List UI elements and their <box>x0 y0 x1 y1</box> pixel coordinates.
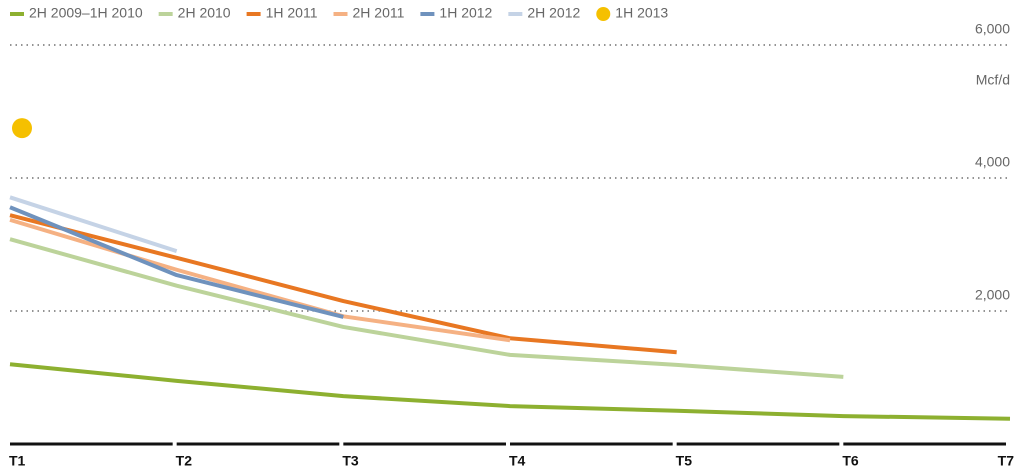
series-line <box>9 195 178 254</box>
legend-label: 2H 2010 <box>178 5 231 21</box>
y-tick-label: 2,000 <box>975 287 1010 303</box>
y-tick-label: 6,000 <box>975 21 1010 37</box>
legend-label: 1H 2012 <box>439 5 492 21</box>
x-tick-label: T4 <box>509 453 526 469</box>
legend-label: 2H 2009–1H 2010 <box>29 5 143 21</box>
x-tick-label: T6 <box>842 453 859 469</box>
x-tick-label: T1 <box>9 453 26 469</box>
series-line <box>9 217 511 343</box>
point <box>12 118 32 139</box>
x-tick-label: T5 <box>676 453 693 469</box>
y-axis-label: Mcf/d <box>976 72 1010 88</box>
x-tick-label: T7 <box>998 453 1015 469</box>
legend-label: 1H 2011 <box>266 5 318 21</box>
legend-label: 1H 2013 <box>615 5 668 21</box>
legend-label: 2H 2011 <box>353 5 405 21</box>
x-tick-label: T2 <box>176 453 193 469</box>
series-line <box>9 237 844 379</box>
series-line <box>9 362 1011 421</box>
y-tick-label: 4,000 <box>975 154 1010 170</box>
series-line <box>9 213 677 355</box>
x-tick-label: T3 <box>342 453 359 469</box>
series-line <box>9 205 344 319</box>
legend-label: 2H 2012 <box>527 5 580 21</box>
legend-marker <box>596 7 611 21</box>
